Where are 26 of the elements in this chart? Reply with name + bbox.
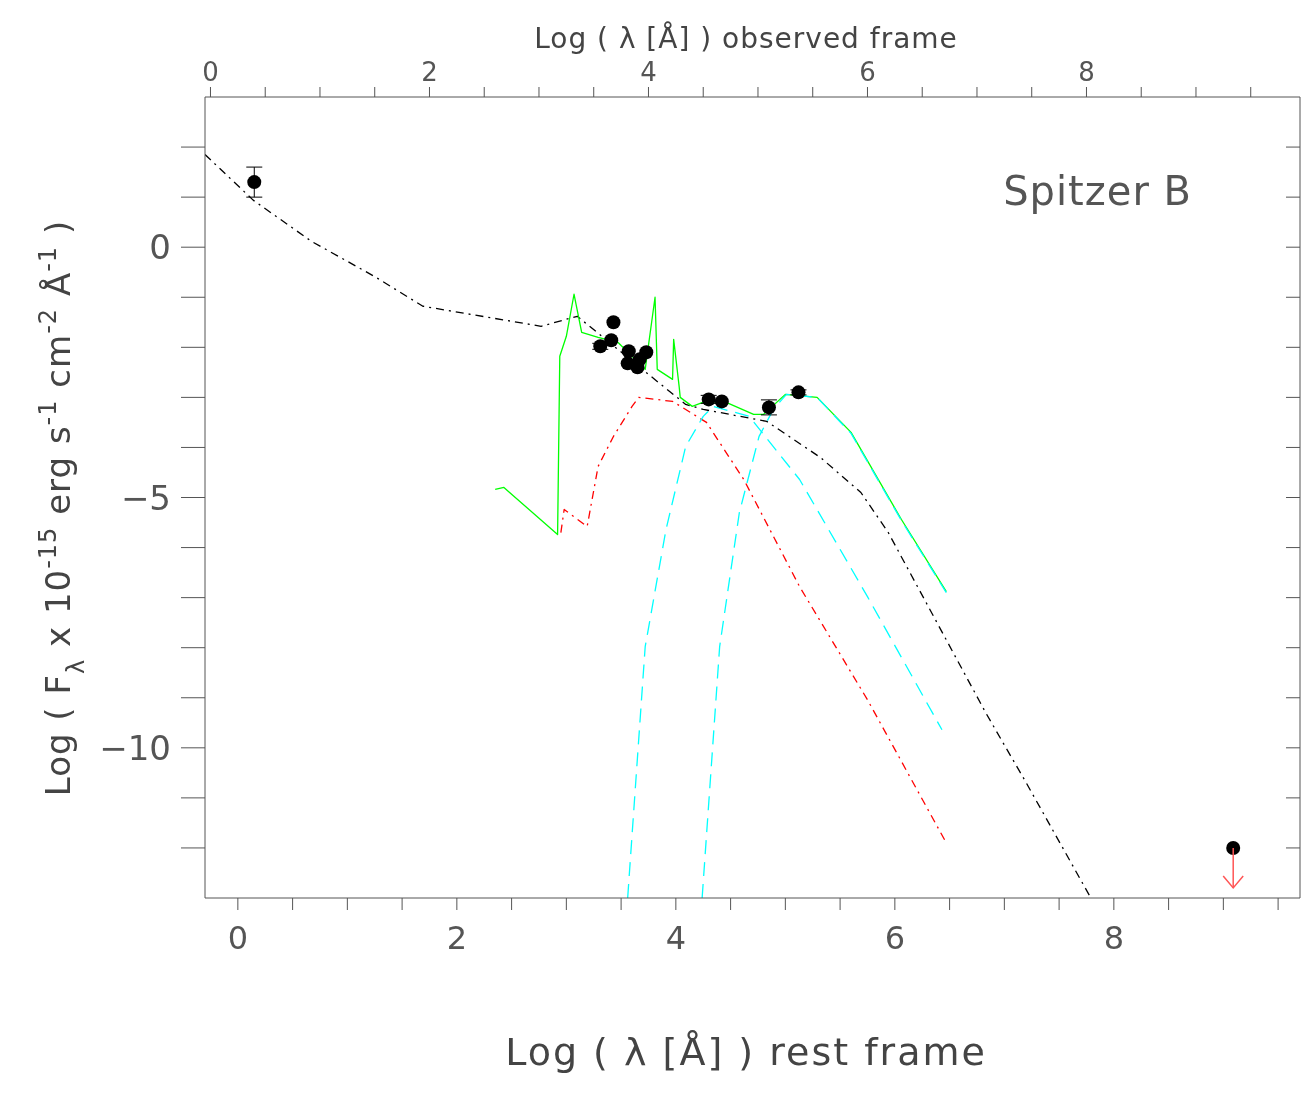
x-tick-label: 8 [1103,918,1125,957]
point [606,315,621,330]
point [791,385,806,400]
x2-tick-label: 2 [421,57,438,87]
x-axis-title: Log ( λ [Å] ) rest frame [504,1030,988,1074]
point [639,345,654,360]
x-tick-label: 2 [446,918,468,957]
annotation: Spitzer B [1003,168,1192,214]
point [714,394,729,409]
x2-tick-label: 0 [202,57,219,87]
x-tick-label: 4 [665,918,687,957]
x2-axis-title: Log ( λ [Å] ) observed frame [533,22,959,55]
point [593,339,608,354]
point [247,175,262,190]
point [604,333,619,348]
y-tick-label: 0 [149,227,171,268]
x-tick-label: 6 [884,918,906,957]
x2-tick-label: 4 [640,57,657,87]
line-series [494,293,947,593]
y-tick-label: −10 [99,727,171,768]
y-tick-label: −5 [120,477,171,518]
x2-tick-label: 6 [859,57,876,87]
x-tick-label: 0 [227,918,249,957]
point [621,344,636,359]
x2-tick-label: 8 [1078,57,1095,87]
point [1226,840,1241,855]
